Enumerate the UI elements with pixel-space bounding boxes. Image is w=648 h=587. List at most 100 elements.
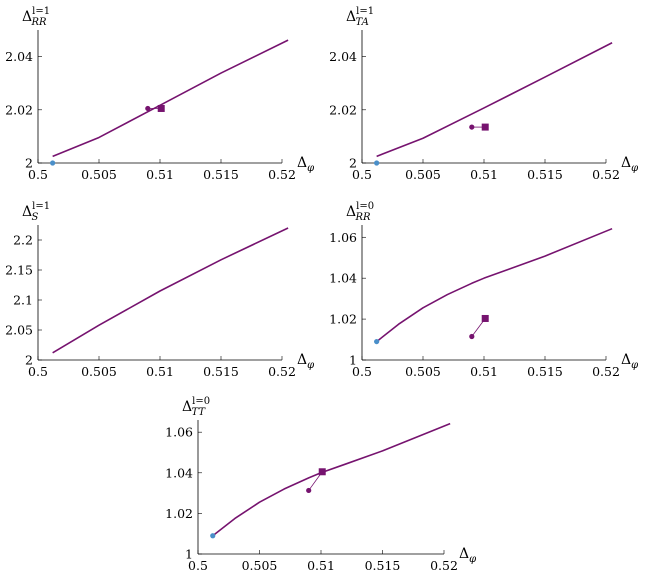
x-tick-label: 0.505	[81, 364, 117, 379]
y-tick-label: 2	[25, 353, 33, 368]
circle-marker	[374, 160, 380, 166]
y-tick-label: 1.06	[329, 230, 357, 245]
y-tick-label: 1.04	[165, 465, 193, 480]
chart-panel-3: 0.5 0.505 0.51 0.515 0.52 2 2.05 2.1 2.15 2.2 Δl=1…	[5, 201, 314, 379]
y-tick-label: 1	[185, 547, 193, 562]
series-line	[376, 42, 613, 158]
y-axis-label: Δl=1 RR	[22, 6, 50, 28]
x-tick-label: 0.505	[81, 167, 117, 182]
y-tick-label: 2.04	[5, 49, 33, 64]
x-axis-label: Δφ	[621, 155, 638, 174]
x-tick-label: 0.5	[28, 167, 48, 182]
x-axis-label-base: Δ	[297, 155, 307, 171]
x-axis-label-sub: φ	[631, 360, 638, 371]
x-tick-label: 0.515	[203, 167, 239, 182]
circle-marker	[50, 160, 56, 166]
x-axis-label-sub: φ	[307, 163, 314, 174]
x-tick-label: 0.5	[28, 364, 48, 379]
y-axis-label-sup: l=1	[32, 201, 50, 212]
y-tick-label: 1.02	[165, 506, 193, 521]
square-marker	[481, 123, 489, 131]
y-axis-label-base: Δ	[22, 9, 32, 25]
x-axis-label: Δφ	[459, 546, 476, 565]
y-tick-label: 2.02	[329, 102, 357, 117]
y-tick-label: 2.2	[13, 233, 33, 248]
y-axis-label-sub: S	[31, 212, 38, 223]
y-axis-label: Δl=1 TA	[346, 6, 374, 28]
y-axis-label-sub: RR	[354, 212, 371, 223]
y-axis-label-sup: l=1	[356, 6, 374, 17]
y-tick-label: 1.04	[329, 271, 357, 286]
x-tick-label: 0.52	[268, 167, 296, 182]
circle-marker	[374, 338, 380, 345]
x-axis-label: Δφ	[297, 352, 314, 371]
chart-panel-5: 0.5 0.505 0.51 0.515 0.52 1 1.02 1.04 1.06 Δl=0 TT…	[165, 396, 476, 573]
series-line	[212, 422, 451, 537]
y-axis-label-sub: TA	[355, 17, 368, 28]
x-tick-label: 0.515	[365, 558, 401, 573]
y-tick-label: 1.06	[165, 425, 193, 440]
y-axis-label-sub: TT	[191, 407, 206, 418]
y-tick-label: 1.02	[329, 312, 357, 327]
y-tick-label: 2	[349, 156, 357, 171]
y-axis-label: Δl=0 TT	[182, 396, 210, 418]
x-tick-label: 0.515	[527, 167, 563, 182]
circle-marker	[145, 105, 151, 112]
x-tick-label: 0.505	[405, 364, 441, 379]
series-line	[52, 227, 289, 354]
y-axis-label-base: Δ	[182, 399, 192, 415]
x-axis-label: Δφ	[297, 155, 314, 174]
x-tick-label: 0.51	[146, 364, 174, 379]
y-axis-label: Δl=1 S	[22, 201, 50, 223]
square-marker	[318, 468, 326, 476]
y-tick-label: 2.02	[5, 102, 33, 117]
circle-marker	[306, 487, 312, 494]
y-axis-label-base: Δ	[22, 204, 32, 220]
x-axis-label-sub: φ	[307, 360, 314, 371]
x-axis-label: Δφ	[621, 352, 638, 371]
x-tick-label: 0.52	[430, 558, 458, 573]
x-tick-label: 0.51	[146, 167, 174, 182]
x-axis-label-sub: φ	[631, 163, 638, 174]
x-axis-label-base: Δ	[297, 352, 307, 368]
square-marker	[481, 314, 489, 322]
y-axis-label-base: Δ	[346, 9, 356, 25]
x-axis-label-base: Δ	[621, 155, 631, 171]
x-tick-label: 0.51	[470, 364, 498, 379]
series-line	[376, 227, 613, 343]
x-tick-label: 0.52	[592, 167, 620, 182]
x-axis-label-base: Δ	[459, 546, 469, 562]
x-axis-label-sub: φ	[469, 554, 476, 565]
y-tick-label: 2.15	[5, 263, 33, 278]
circle-marker	[210, 533, 216, 539]
y-tick-label: 1	[349, 353, 357, 368]
x-tick-label: 0.515	[527, 364, 563, 379]
x-tick-label: 0.52	[268, 364, 296, 379]
x-tick-label: 0.515	[203, 364, 239, 379]
circle-marker	[469, 124, 475, 130]
x-tick-label: 0.505	[405, 167, 441, 182]
y-tick-label: 2.05	[5, 323, 33, 338]
series-line	[52, 39, 289, 158]
x-tick-label: 0.52	[592, 364, 620, 379]
y-axis-label: Δl=0 RR	[346, 201, 374, 223]
x-tick-label: 0.5	[188, 558, 208, 573]
x-tick-label: 0.51	[470, 167, 498, 182]
square-marker	[157, 104, 165, 112]
y-axis-label-base: Δ	[346, 204, 356, 220]
y-tick-label: 2	[25, 156, 33, 171]
x-tick-label: 0.505	[242, 558, 278, 573]
circle-marker	[469, 333, 475, 340]
x-tick-label: 0.5	[352, 364, 372, 379]
x-axis-label-base: Δ	[621, 352, 631, 368]
x-tick-label: 0.51	[307, 558, 335, 573]
chart-panel-4: 0.5 0.505 0.51 0.515 0.52 1 1.02 1.04 1.06 Δl=0 RR…	[329, 201, 638, 379]
x-tick-label: 0.5	[352, 167, 372, 182]
y-axis-label-sup: l=0	[356, 201, 374, 212]
y-axis-label-sup: l=1	[32, 6, 50, 17]
y-axis-label-sup: l=0	[192, 396, 210, 407]
y-tick-label: 2.1	[13, 293, 33, 308]
